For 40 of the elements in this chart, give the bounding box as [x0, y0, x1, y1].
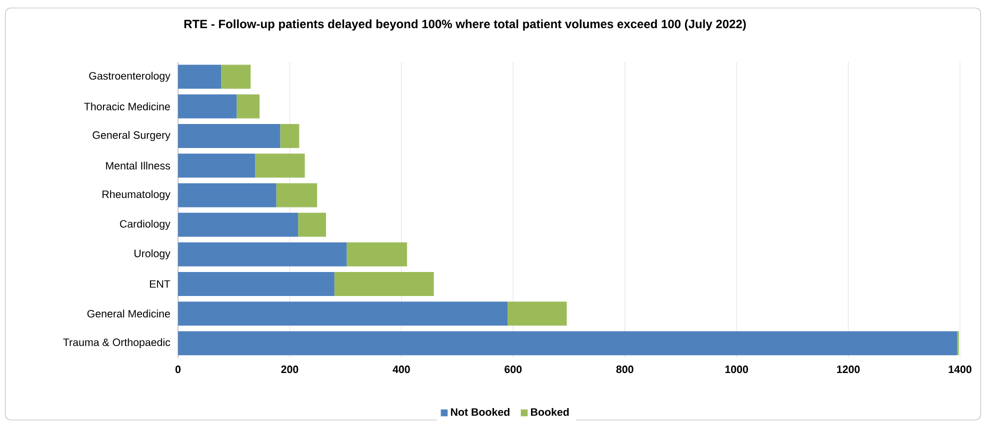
bar: [178, 154, 256, 178]
chart-title: RTE - Follow-up patients delayed beyond 100% where total patient volumes exceed 100 (July 2022): [184, 19, 746, 31]
x-tick-label: 800: [616, 366, 634, 374]
bar: [178, 242, 347, 266]
y-tick-label: Mental Illness: [106, 162, 170, 170]
bar: [236, 94, 260, 118]
y-tick-label: Urology: [134, 249, 170, 260]
bar: [178, 212, 298, 237]
y-tick-label: General Medicine: [87, 310, 170, 318]
legend-label: Not Booked: [451, 408, 510, 416]
y-tick-label: Rheumatology: [102, 190, 170, 200]
bar: [178, 183, 276, 208]
x-tick-label: 1400: [948, 366, 972, 374]
bar: [298, 212, 326, 237]
x-tick-label: 1000: [725, 366, 748, 374]
bar: [280, 124, 300, 148]
y-tick-label: Trauma & Orthopaedic: [63, 338, 170, 348]
x-tick-label: 400: [392, 366, 410, 374]
bar: [178, 302, 508, 326]
bar: [276, 183, 318, 208]
legend-label: Booked: [531, 408, 569, 416]
x-tick-label: 600: [504, 366, 522, 374]
bar: [178, 94, 237, 118]
bar: [178, 64, 222, 89]
bar: [508, 302, 567, 326]
bar: [255, 154, 305, 178]
y-tick-label: Cardiology: [120, 220, 170, 230]
bar: [346, 242, 408, 266]
bar: [334, 272, 434, 296]
bar: [221, 64, 251, 89]
x-tick-label: 200: [281, 366, 298, 374]
bar: [178, 272, 334, 296]
y-tick-label: Thoracic Medicine: [84, 102, 170, 110]
bar: [178, 124, 280, 148]
x-tick-label: 1200: [837, 366, 860, 374]
bar: [178, 331, 958, 356]
y-tick-label: Gastroenterology: [89, 72, 170, 82]
y-tick-label: ENT: [150, 280, 170, 288]
x-tick-label: 0: [175, 366, 181, 374]
y-tick-label: General Surgery: [92, 131, 170, 141]
